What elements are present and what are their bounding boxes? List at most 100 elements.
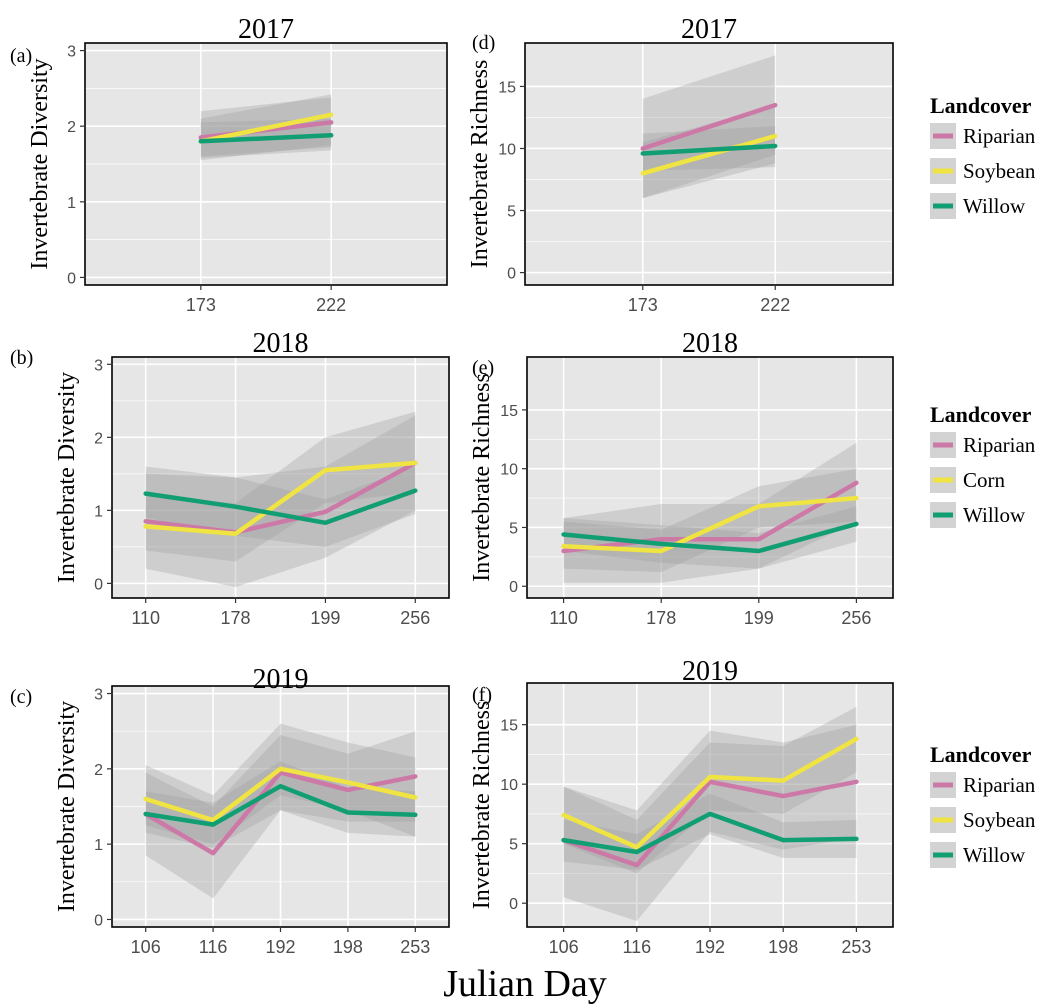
x-tick-label: 178 bbox=[646, 608, 676, 628]
x-tick-label: 178 bbox=[221, 608, 251, 628]
y-tick-label: 5 bbox=[507, 204, 516, 221]
panel-title: 2018 bbox=[682, 328, 738, 359]
y-tick-label: 0 bbox=[509, 896, 518, 913]
panel-tag: (e) bbox=[472, 357, 494, 379]
chart-panel: 0 1 2 3 110 178 199 256 2018 (b) Invertebrate Dive… bbox=[10, 328, 450, 628]
legend-label-corn: Corn bbox=[963, 468, 1006, 492]
legend-label-willow: Willow bbox=[963, 194, 1026, 218]
y-axis-label: Invertebrate Richness bbox=[469, 373, 495, 582]
series-line-riparian bbox=[561, 480, 859, 554]
chart-panel: 0 5 10 15 106 116 192 198 253 2019 (f)Invertebrate… bbox=[469, 656, 894, 957]
x-tick-label: 256 bbox=[400, 608, 430, 628]
plot-background bbox=[525, 43, 893, 285]
panel-title: 2019 bbox=[682, 656, 738, 687]
series-line-willow bbox=[561, 811, 859, 855]
y-tick-label: 1 bbox=[94, 837, 103, 854]
y-tick-label: 15 bbox=[498, 79, 516, 96]
x-tick-label: 222 bbox=[316, 295, 346, 315]
x-tick-label: 110 bbox=[131, 608, 160, 628]
y-tick-label: 2 bbox=[94, 762, 103, 779]
x-axis-caption: Julian Day bbox=[443, 963, 607, 1005]
legend-label-willow: Willow bbox=[963, 503, 1026, 527]
series-line-willow bbox=[640, 143, 778, 156]
legend-title: Landcover bbox=[930, 93, 1032, 118]
legend-title: Landcover bbox=[930, 402, 1032, 427]
y-axis-label: Invertebrate Richness bbox=[469, 701, 495, 910]
plot-border bbox=[524, 42, 894, 286]
panel-title: 2017 bbox=[681, 14, 737, 45]
x-tick-label: 173 bbox=[628, 295, 658, 315]
y-tick-label: 10 bbox=[500, 777, 518, 794]
y-tick-label: 0 bbox=[507, 266, 516, 283]
panel-tag: (b) bbox=[10, 347, 33, 369]
y-tick-label: 2 bbox=[67, 119, 76, 136]
y-axis-label: Invertebrate Diversity bbox=[54, 701, 80, 912]
y-tick-label: 3 bbox=[94, 687, 103, 704]
x-tick-label: 116 bbox=[199, 937, 228, 957]
y-axis-label: Invertebrate Diversity bbox=[27, 58, 53, 269]
series-line-riparian bbox=[640, 102, 778, 151]
y-tick-label: 5 bbox=[509, 837, 518, 854]
x-tick-label: 192 bbox=[695, 937, 725, 957]
series-line-willow bbox=[561, 521, 859, 554]
y-tick-label: 3 bbox=[94, 357, 103, 374]
chart-panel: 0 5 10 15 173 222 2017 (d) Invertebrate Richness bbox=[467, 14, 894, 315]
x-tick-label: 253 bbox=[841, 937, 871, 957]
series-line-soybean bbox=[561, 736, 859, 850]
chart-panel: 0 5 10 15 110 178 199 256 2018 (e)Invertebrate Ri… bbox=[469, 328, 894, 628]
x-tick-label: 192 bbox=[265, 937, 295, 957]
x-tick-label: 253 bbox=[400, 937, 430, 957]
plot-border bbox=[526, 356, 894, 599]
panel-tag: (d) bbox=[472, 32, 495, 54]
chart-panel: 0 1 2 3 106 116 192 198 253 2019 (c) Invertebrate D… bbox=[10, 664, 450, 957]
series-line-willow bbox=[143, 488, 418, 526]
confidence-ribbon-corn bbox=[145, 411, 416, 562]
legends: Landcover Riparian Soybean Willow Landcover R… bbox=[930, 93, 1036, 868]
x-tick-label: 106 bbox=[131, 937, 161, 957]
legend: Landcover Riparian Soybean Willow bbox=[930, 93, 1036, 219]
legend-label-soybean: Soybean bbox=[963, 808, 1036, 832]
x-tick-label: 199 bbox=[744, 608, 774, 628]
x-tick-label: 110 bbox=[549, 608, 578, 628]
panel-title: 2018 bbox=[253, 328, 309, 359]
panel-tag: (c) bbox=[10, 686, 32, 708]
y-tick-label: 1 bbox=[67, 195, 76, 212]
series-line-willow bbox=[198, 133, 334, 144]
y-tick-label: 0 bbox=[94, 912, 103, 929]
series-line-soybean bbox=[640, 133, 778, 176]
series-line-riparian bbox=[143, 460, 418, 535]
panel-tag: (a) bbox=[10, 45, 32, 67]
legend-label-soybean: Soybean bbox=[963, 159, 1036, 183]
legend: Landcover Riparian Corn Willow bbox=[930, 402, 1036, 528]
panel-title: 2019 bbox=[253, 664, 309, 695]
series-line-corn bbox=[143, 460, 418, 536]
x-tick-label: 198 bbox=[768, 937, 798, 957]
x-tick-label: 222 bbox=[760, 295, 790, 315]
x-tick-label: 199 bbox=[310, 608, 340, 628]
confidence-ribbon-willow bbox=[145, 466, 416, 547]
plot-border bbox=[84, 42, 448, 286]
y-tick-label: 10 bbox=[500, 462, 518, 479]
y-tick-label: 1 bbox=[94, 503, 103, 520]
series-line-corn bbox=[561, 495, 859, 554]
x-tick-label: 173 bbox=[186, 295, 216, 315]
y-tick-label: 0 bbox=[509, 579, 518, 596]
y-tick-label: 0 bbox=[67, 270, 76, 287]
confidence-ribbon-corn bbox=[563, 468, 857, 573]
x-tick-label: 198 bbox=[333, 937, 363, 957]
y-tick-label: 15 bbox=[500, 403, 518, 420]
legend-title: Landcover bbox=[930, 742, 1032, 767]
y-tick-label: 10 bbox=[498, 141, 516, 158]
confidence-ribbon-riparian bbox=[563, 724, 857, 921]
y-tick-label: 3 bbox=[67, 44, 76, 61]
legend: Landcover Riparian Soybean Willow bbox=[930, 742, 1036, 868]
legend-label-riparian: Riparian bbox=[963, 124, 1036, 148]
panel-title: 2017 bbox=[238, 14, 294, 45]
legend-label-willow: Willow bbox=[963, 843, 1026, 867]
series-line-soybean bbox=[143, 766, 418, 823]
y-tick-label: 5 bbox=[509, 520, 518, 537]
x-tick-label: 116 bbox=[622, 937, 651, 957]
series-line-willow bbox=[143, 783, 418, 827]
